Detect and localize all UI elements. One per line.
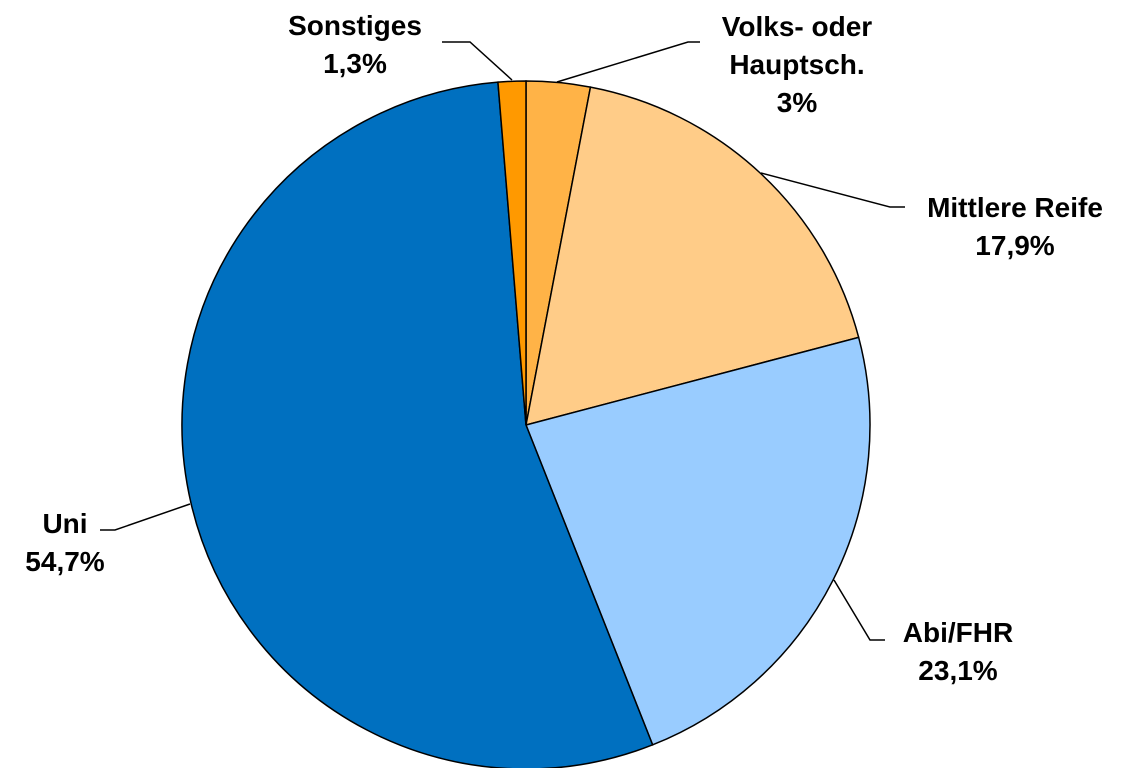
leader-line: [760, 172, 905, 208]
slice-label: Uni 54,7%: [0, 505, 130, 581]
value-label: 3%: [776, 87, 818, 118]
pie-slice: [181, 81, 654, 768]
leader-line: [556, 41, 700, 83]
category-label: Volks- oder Hauptsch.: [721, 11, 873, 80]
slice-label: Mittlere Reife 17,9%: [895, 189, 1134, 265]
pie-slice: [524, 336, 871, 746]
pie-slice: [497, 80, 527, 426]
category-label: Abi/FHR: [902, 617, 1014, 648]
value-label: 54,7%: [25, 546, 105, 577]
value-label: 17,9%: [975, 230, 1055, 261]
slice-label: Abi/FHR 23,1%: [858, 614, 1058, 690]
leader-line: [100, 503, 191, 531]
value-label: 23,1%: [918, 655, 998, 686]
slice-label: Sonstiges 1,3%: [255, 7, 455, 83]
category-label: Mittlere Reife: [927, 192, 1103, 223]
pie: [181, 80, 871, 768]
leader-line: [442, 41, 513, 81]
value-label: 1,3%: [323, 48, 387, 79]
category-label: Uni: [42, 508, 88, 539]
slice-label: Volks- oder Hauptsch. 3%: [697, 8, 897, 122]
category-label: Sonstiges: [288, 10, 422, 41]
pie-slice: [525, 86, 860, 427]
leader-line: [833, 579, 885, 641]
